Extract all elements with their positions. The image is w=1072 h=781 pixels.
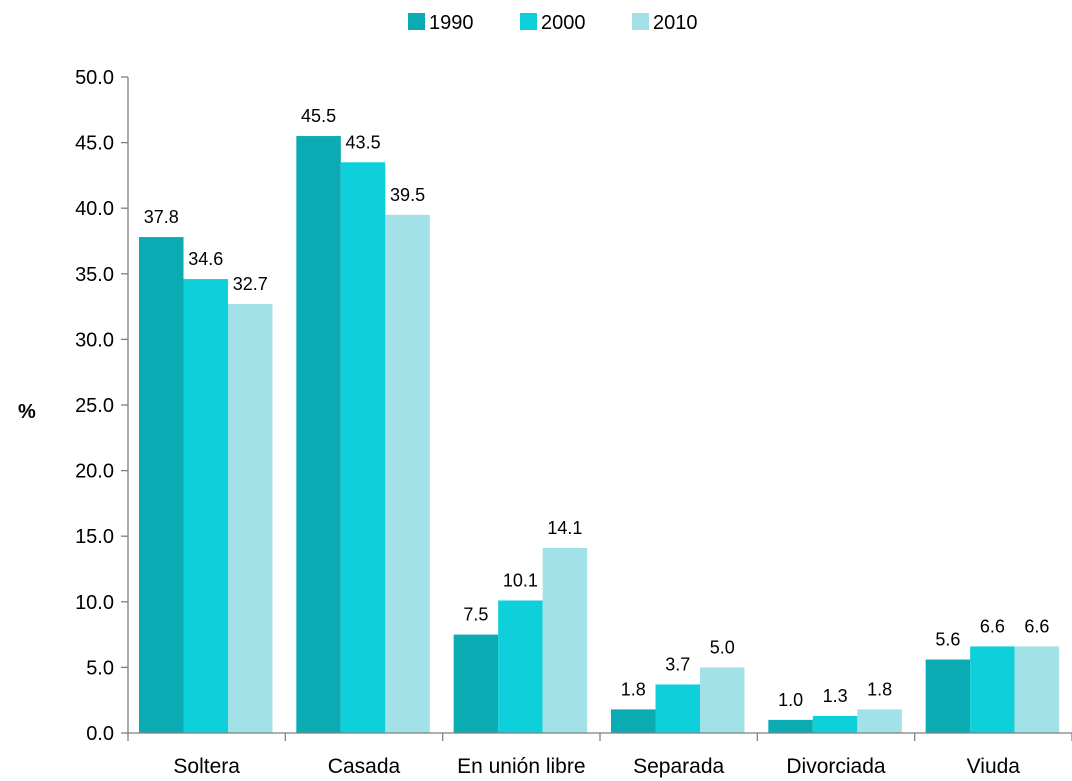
data-label: 5.0	[710, 637, 735, 657]
bar-2000-0	[183, 279, 228, 733]
data-label: 32.7	[233, 274, 268, 294]
bar-2010-3	[700, 667, 745, 733]
bar-1990-0	[139, 237, 184, 733]
bar-1990-1	[296, 136, 341, 734]
bar-2000-1	[340, 162, 386, 733]
bar-2010-5	[1014, 646, 1060, 733]
y-tick-label: 15.0	[75, 526, 114, 548]
data-label: 3.7	[665, 654, 690, 674]
y-tick-label: 0.0	[86, 723, 114, 745]
data-label: 34.6	[188, 249, 223, 269]
legend-swatch	[520, 13, 537, 30]
data-label: 39.5	[390, 185, 425, 205]
legend-swatch	[632, 13, 649, 30]
data-label: 6.6	[980, 616, 1005, 636]
y-tick-label: 35.0	[75, 264, 114, 286]
y-tick-label: 45.0	[75, 133, 114, 155]
data-labels: 37.8 45.5 7.5 1.8 1.0 5.6 34.6 43.5 10.1 3.7 1.3 6.…	[144, 106, 1050, 710]
bar-2010-2	[542, 548, 588, 733]
x-tick-label: Separada	[633, 755, 724, 778]
bars	[139, 136, 1060, 734]
data-label: 43.5	[346, 132, 381, 152]
legend-label: 1990	[429, 12, 474, 34]
data-label: 5.6	[935, 630, 960, 650]
y-axis: 0.0 5.0 10.0 15.0 20.0 25.0 30.0 35.0 40.0 45.0 50…	[75, 67, 129, 745]
x-tick-label: Casada	[328, 755, 401, 778]
bar-1990-2	[453, 634, 499, 733]
data-label: 1.8	[621, 679, 646, 699]
legend-label: 2000	[541, 12, 586, 34]
bar-2010-1	[385, 214, 430, 733]
legend-swatch	[408, 13, 425, 30]
data-label: 1.3	[823, 686, 848, 706]
data-label: 6.6	[1024, 616, 1049, 636]
bar-1990-3	[611, 709, 656, 733]
bar-2010-4	[857, 709, 902, 733]
bar-2000-5	[970, 646, 1015, 733]
data-label: 10.1	[503, 570, 538, 590]
y-tick-label: 30.0	[75, 329, 114, 351]
y-tick-label: 25.0	[75, 395, 114, 417]
bar-1990-4	[768, 719, 813, 733]
data-label: 45.5	[301, 106, 336, 126]
y-tick-label: 50.0	[75, 67, 114, 89]
legend-label: 2010	[653, 12, 698, 34]
data-label: 14.1	[547, 518, 582, 538]
data-label: 1.8	[867, 679, 892, 699]
y-tick-label: 40.0	[75, 198, 114, 220]
x-axis: Soltera Casada En unión libre Separada Divor…	[127, 732, 1072, 778]
x-tick-label: Viuda	[967, 755, 1021, 778]
bar-2000-4	[812, 715, 858, 733]
data-label: 37.8	[144, 207, 179, 227]
data-label: 1.0	[778, 690, 803, 710]
legend: 1990 2000 2010	[408, 12, 698, 34]
x-tick-label: En unión libre	[457, 755, 585, 778]
bar-2010-0	[228, 303, 273, 733]
y-tick-label: 10.0	[75, 592, 114, 614]
y-tick-label: 20.0	[75, 461, 114, 483]
y-axis-title: %	[18, 401, 36, 423]
data-label: 7.5	[463, 605, 488, 625]
x-tick-label: Soltera	[173, 755, 240, 778]
y-tick-label: 5.0	[86, 657, 114, 679]
bar-2000-3	[655, 684, 700, 733]
x-tick-label: Divorciada	[786, 755, 886, 778]
bar-1990-5	[925, 659, 971, 733]
bar-2000-2	[498, 600, 543, 733]
